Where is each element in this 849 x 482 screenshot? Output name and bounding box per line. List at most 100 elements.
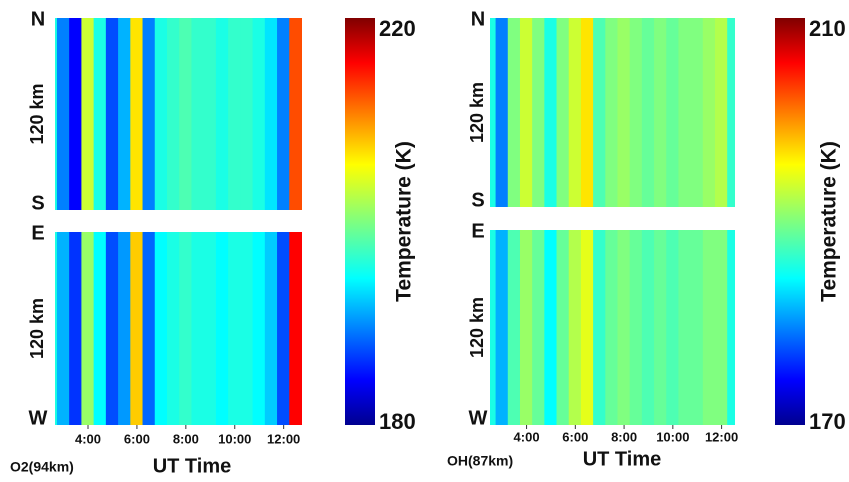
- direction-label: S: [31, 192, 44, 214]
- heatmap-cell: [118, 232, 132, 425]
- site-label: O2(94km): [10, 459, 74, 475]
- heatmap-cell: [69, 18, 83, 210]
- heatmap-cell: [568, 18, 582, 207]
- heatmap-cell: [690, 230, 704, 425]
- heatmap-cell: [507, 18, 521, 207]
- heatmap-cell: [556, 230, 570, 425]
- heatmap-cell: [203, 232, 217, 425]
- x-tick-label: 6:00: [124, 431, 150, 446]
- colorbar-label: Temperature (K): [393, 141, 416, 302]
- heatmap-cell: [605, 230, 619, 425]
- direction-label: N: [471, 8, 485, 30]
- heatmap-cell: [666, 18, 680, 207]
- heatmap-cell: [228, 232, 242, 425]
- heatmap-cell: [252, 232, 266, 425]
- heatmap-cell: [593, 18, 607, 207]
- heatmap-cell: [179, 18, 193, 210]
- scale-label: 120 km: [27, 83, 47, 144]
- heatmap-cell: [166, 232, 181, 425]
- heatmap-cell: [641, 230, 656, 425]
- heatmap-cell: [252, 18, 266, 210]
- heatmap-cell: [142, 232, 156, 425]
- heatmap-cell: [666, 230, 680, 425]
- heatmap-cell: [641, 18, 656, 207]
- heatmap-cell: [228, 18, 242, 210]
- heatmap-panel: [55, 18, 302, 210]
- direction-label: W: [29, 407, 48, 429]
- heatmap-cell: [154, 232, 168, 425]
- colorbar: [345, 18, 375, 425]
- direction-label: E: [471, 220, 484, 242]
- scale-label: 120 km: [27, 298, 47, 359]
- heatmap-cell: [56, 18, 71, 210]
- heatmap-cell: [105, 18, 120, 210]
- heatmap-cell: [191, 18, 205, 210]
- heatmap-cell: [678, 18, 692, 207]
- x-axis-label: UT Time: [583, 448, 662, 470]
- heatmap-cell: [215, 232, 230, 425]
- heatmap-cell: [240, 232, 254, 425]
- x-tick-label: 4:00: [75, 431, 101, 446]
- heatmap-cell: [93, 18, 107, 210]
- x-axis-label: UT Time: [153, 455, 232, 477]
- colorbar: [775, 18, 805, 425]
- heatmap-cell: [727, 18, 735, 207]
- heatmap-cell: [629, 18, 643, 207]
- heatmap-cell: [289, 232, 302, 425]
- heatmap-cell: [264, 18, 279, 210]
- x-tick-label: 8:00: [611, 429, 637, 444]
- heatmap-cell: [617, 18, 631, 207]
- heatmap-cell: [203, 18, 217, 210]
- heatmap-cell: [166, 18, 181, 210]
- colorbar-label: Temperature (K): [818, 141, 841, 302]
- heatmap-cell: [93, 232, 107, 425]
- direction-label: W: [469, 407, 488, 429]
- heatmap-cell: [690, 18, 704, 207]
- heatmap-cell: [519, 18, 534, 207]
- heatmap-cell: [179, 232, 193, 425]
- heatmap-cell: [544, 230, 558, 425]
- direction-label: S: [471, 189, 484, 211]
- heatmap-cell: [507, 230, 521, 425]
- heatmap-cell: [532, 230, 546, 425]
- x-tick-label: 12:00: [705, 429, 738, 444]
- heatmap-cell: [714, 230, 729, 425]
- heatmap-cell: [105, 232, 120, 425]
- heatmap-panel: [55, 232, 302, 425]
- heatmap-cell: [702, 230, 716, 425]
- heatmap-cell: [277, 18, 291, 210]
- scale-label: 120 km: [467, 297, 487, 358]
- heatmap-cell: [495, 18, 509, 207]
- x-tick-label: 4:00: [514, 429, 540, 444]
- heatmap-cell: [593, 230, 607, 425]
- heatmap-cell: [277, 232, 291, 425]
- heatmap-cell: [580, 230, 595, 425]
- heatmap-cell: [495, 230, 509, 425]
- scale-label: 120 km: [467, 82, 487, 143]
- site-label: OH(87km): [447, 453, 513, 469]
- heatmap-cell: [56, 232, 71, 425]
- heatmap-cell: [727, 230, 735, 425]
- heatmap-cell: [130, 18, 144, 210]
- heatmap-cell: [264, 232, 279, 425]
- heatmap-cell: [81, 232, 95, 425]
- direction-label: E: [31, 222, 44, 244]
- heatmap-cell: [191, 232, 205, 425]
- heatmap-cell: [654, 230, 668, 425]
- heatmap-cell: [130, 232, 144, 425]
- heatmap-cell: [142, 18, 156, 210]
- x-tick-label: 8:00: [173, 431, 199, 446]
- heatmap-panel: [490, 230, 735, 425]
- heatmap-cell: [69, 232, 83, 425]
- colorbar-tick-label: 180: [379, 409, 416, 434]
- heatmap-cell: [81, 18, 95, 210]
- x-tick-label: 10:00: [656, 429, 689, 444]
- x-tick-label: 10:00: [218, 431, 251, 446]
- heatmap-panel: [490, 18, 735, 207]
- heatmap-cell: [702, 18, 716, 207]
- colorbar-tick-label: 170: [809, 409, 846, 434]
- heatmap-cell: [678, 230, 692, 425]
- heatmap-cell: [714, 18, 729, 207]
- heatmap-cell: [519, 230, 534, 425]
- heatmap-cell: [118, 18, 132, 210]
